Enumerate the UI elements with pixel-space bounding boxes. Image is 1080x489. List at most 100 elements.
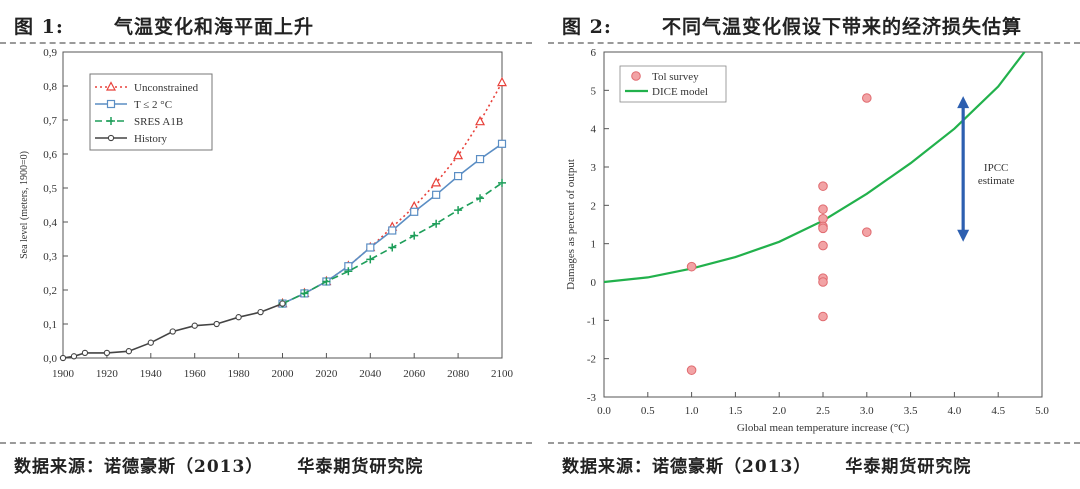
legend-label: T ≤ 2 °C (134, 99, 172, 111)
data-point (322, 277, 331, 286)
legend-label: SRES A1B (134, 116, 183, 128)
x-tick-label: 2100 (491, 368, 514, 380)
figure-1-title: 图 1: 气温变化和海平面上升 (14, 12, 314, 39)
legend-label: DICE model (652, 86, 708, 98)
y-tick-label: -3 (587, 392, 597, 404)
figure-2-caption: 不同气温变化假设下带来的经济损失估算 (662, 16, 1023, 38)
legend-label: History (134, 133, 168, 145)
x-tick-label: 5.0 (1035, 405, 1049, 417)
legend-marker (631, 71, 641, 81)
figure-1-top-rule (0, 42, 532, 44)
y-tick-label: 0,6 (43, 149, 57, 161)
x-tick-label: 2060 (403, 368, 426, 380)
tol-survey-point (818, 240, 828, 251)
data-point (410, 207, 419, 216)
data-point (235, 314, 242, 321)
legend-label: Tol survey (652, 71, 699, 83)
figure-2-source-text: 数据来源：诺德豪斯（2013） (562, 457, 812, 477)
x-tick-label: 1960 (184, 368, 207, 380)
data-point (169, 328, 176, 335)
figure-2-org: 华泰期货研究院 (845, 457, 972, 477)
x-tick-label: 4.0 (948, 405, 962, 417)
figure-2-title: 图 2: 不同气温变化假设下带来的经济损失估算 (562, 12, 1022, 39)
data-point (81, 349, 89, 357)
y-tick-label: 3 (591, 162, 597, 174)
data-point (103, 349, 111, 357)
figure-1-panel: 图 1: 气温变化和海平面上升 0,0 0,1 0,2 0,3 0,4 0,5 0,6 0,7 0… (0, 0, 532, 489)
x-tick-label: 1980 (228, 368, 251, 380)
y-tick-label: 6 (591, 47, 597, 59)
tol-survey-point (818, 181, 828, 191)
y-tick-label: 0,7 (43, 115, 57, 127)
legend-marker (107, 134, 115, 142)
data-point (191, 322, 198, 329)
x-tick-label: 0.0 (597, 405, 611, 417)
legend-label: Unconstrained (134, 82, 199, 94)
data-point (388, 226, 397, 235)
data-point (431, 177, 442, 187)
ipcc-label-line-2: estimate (978, 175, 1015, 187)
data-point (366, 243, 375, 252)
tol-survey-point (818, 277, 828, 287)
figure-1-org: 华泰期货研究院 (297, 457, 424, 477)
y-tick-label: 0,9 (43, 47, 57, 59)
x-tick-label: 1.5 (729, 405, 743, 417)
x-tick-label: 2000 (272, 368, 295, 380)
y-axis-label: Sea level (meters, 1900=0) (19, 151, 30, 259)
damages-chart: -3 -2 -1 0 1 2 3 4 5 6 0.0 0.5 1.0 1.5 2.0 2.5 3.0 3.5 4.0… (565, 47, 1049, 434)
data-point (498, 178, 506, 187)
x-tick-label: 2040 (359, 368, 382, 380)
x-tick-label: 1940 (140, 368, 163, 380)
data-point (475, 115, 486, 126)
ipcc-arrow-head-down (957, 229, 970, 242)
data-point (454, 172, 463, 181)
x-tick-label: 2.0 (772, 405, 786, 417)
y-tick-label: -1 (587, 315, 596, 327)
data-point (454, 206, 463, 215)
y-tick-label: 2 (591, 200, 597, 212)
tol-survey-point (686, 261, 697, 272)
data-point (453, 149, 464, 160)
sea-level-chart: 0,0 0,1 0,2 0,3 0,4 0,5 0,6 0,7 0,8 0,9 1900 1920 19… (19, 47, 514, 380)
x-tick-label: 0.5 (641, 405, 655, 417)
x-tick-label: 3.5 (904, 405, 918, 417)
y-tick-label: 1 (591, 239, 597, 251)
figure-1-source: 数据来源：诺德豪斯（2013） 华泰期货研究院 (14, 452, 423, 477)
data-point (213, 320, 220, 328)
legend-marker (107, 117, 115, 125)
y-tick-label: 0,1 (43, 319, 57, 331)
legend-marker (106, 81, 116, 91)
ipcc-label-line-1: IPCC (984, 162, 1008, 174)
x-tick-label: 4.5 (991, 405, 1005, 417)
series-line (282, 82, 503, 305)
figure-1-caption: 气温变化和海平面上升 (114, 16, 315, 38)
x-axis-label: Global mean temperature increase (°C) (737, 422, 910, 434)
x-tick-label: 2020 (315, 368, 338, 380)
data-point (476, 194, 485, 203)
y-tick-label: 0,8 (43, 81, 57, 93)
y-tick-label: 4 (591, 124, 597, 136)
figure-2-source: 数据来源：诺德豪斯（2013） 华泰期货研究院 (562, 452, 971, 477)
data-point (410, 231, 419, 240)
figure-1-label: 图 1: (14, 16, 64, 38)
y-tick-label: 0 (591, 277, 597, 289)
data-point (300, 289, 309, 298)
y-tick-label: 0,5 (43, 183, 57, 195)
figure-2-label: 图 2: (562, 16, 612, 38)
tol-survey-point (686, 365, 697, 375)
data-point (147, 339, 154, 346)
x-tick-label: 1920 (96, 368, 119, 380)
x-tick-label: 2080 (447, 368, 470, 380)
tol-survey-point (862, 93, 872, 103)
y-tick-label: 0,4 (43, 217, 57, 229)
data-point (257, 308, 264, 316)
data-point (366, 255, 375, 264)
ipcc-arrow-head-up (957, 96, 970, 109)
y-tick-label: 0,0 (43, 353, 57, 365)
data-point (70, 353, 78, 360)
tol-survey-point (862, 227, 872, 237)
data-point (432, 219, 441, 228)
y-tick-label: 0,3 (43, 251, 57, 263)
figure-1-source-text: 数据来源：诺德豪斯（2013） (14, 457, 264, 477)
y-tick-label: 0,2 (43, 285, 57, 297)
